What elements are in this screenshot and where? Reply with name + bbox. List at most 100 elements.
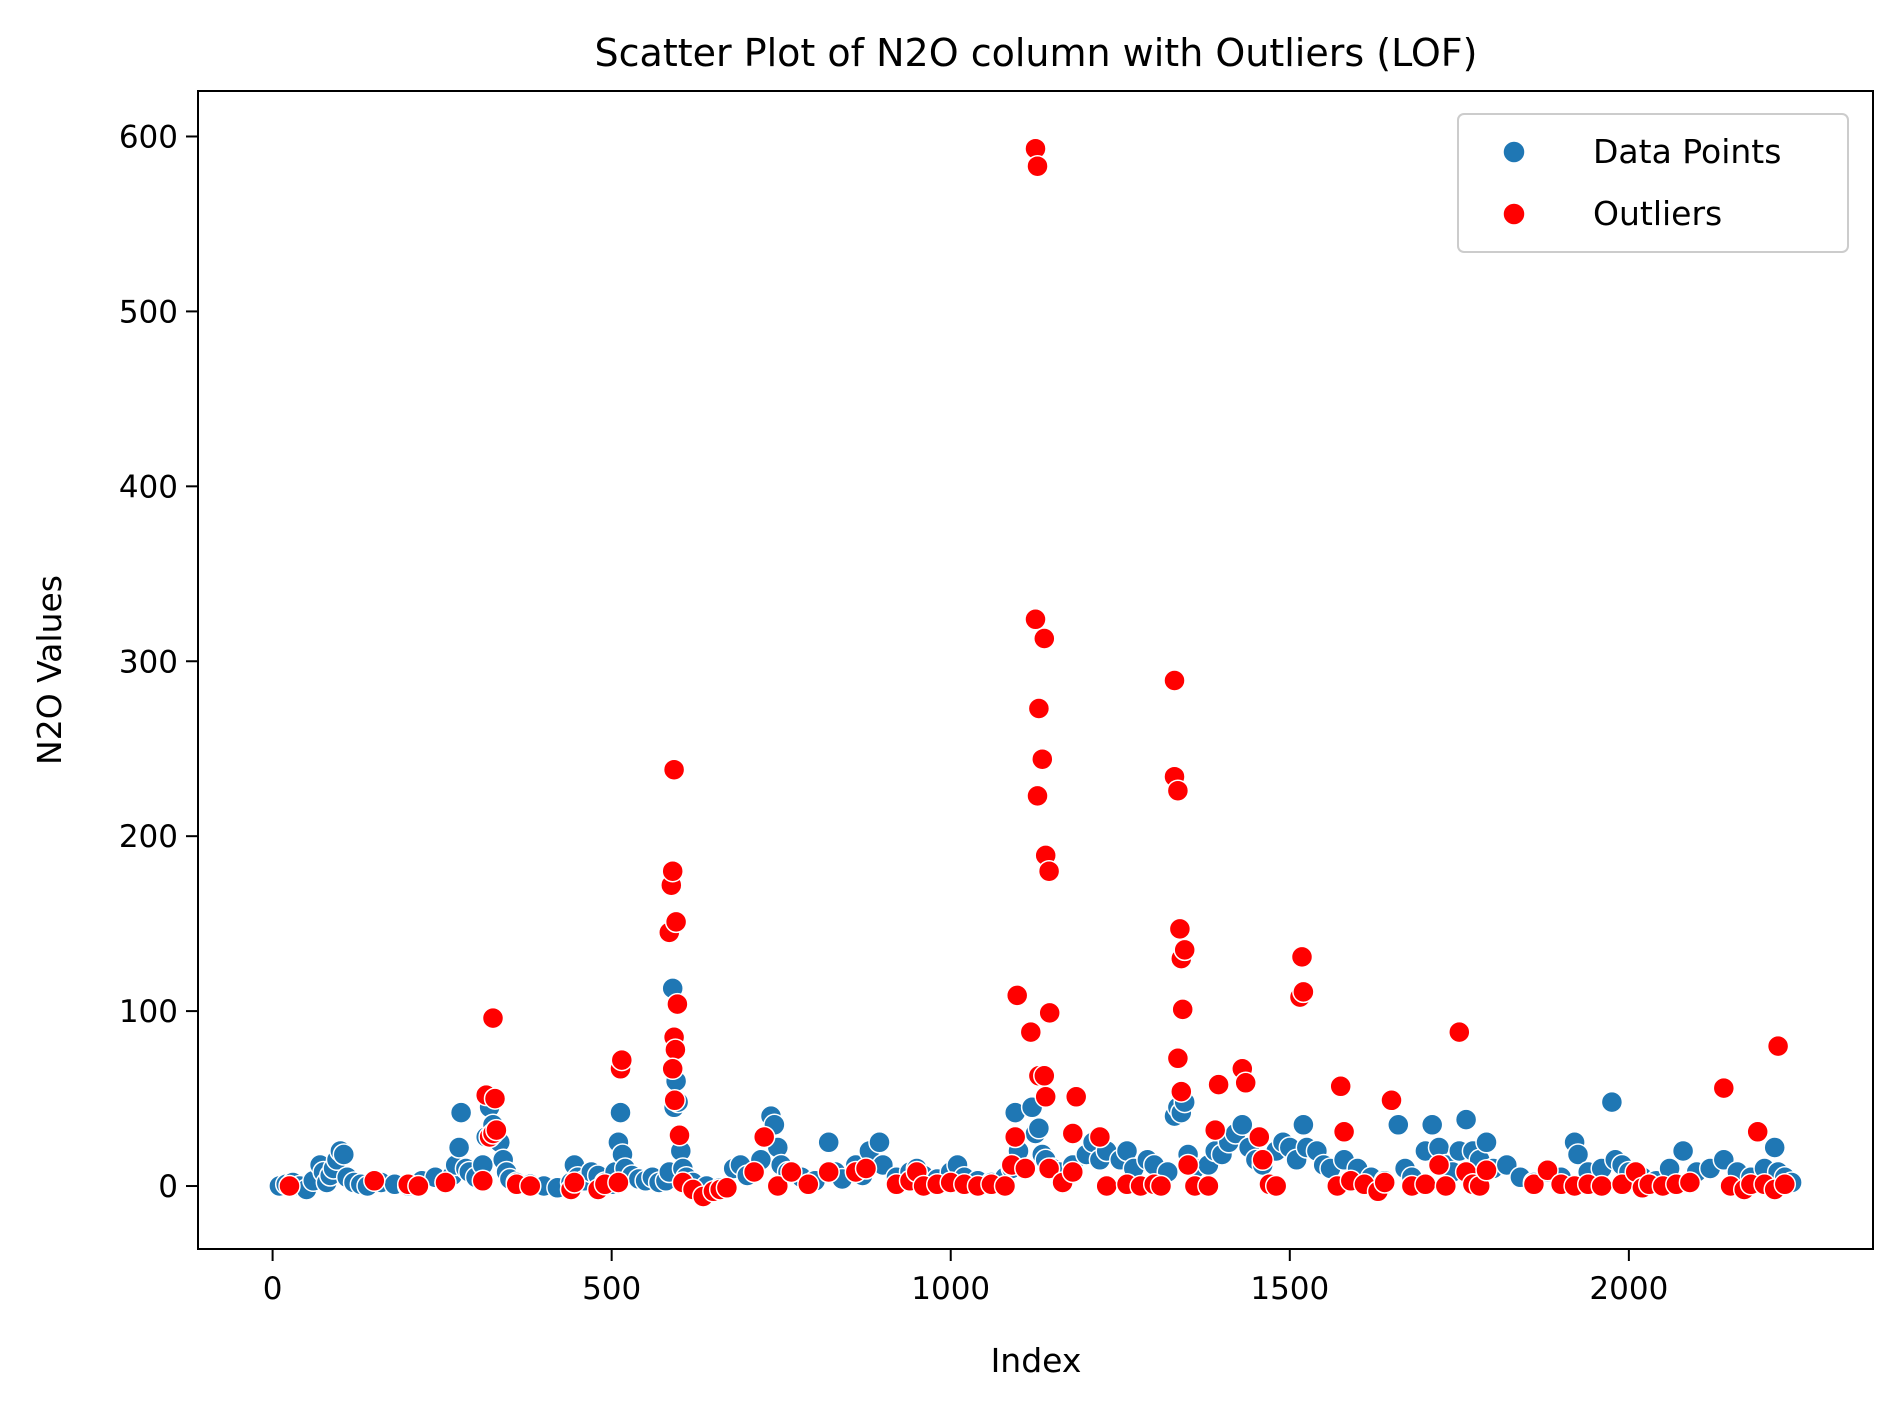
outliers-point xyxy=(1290,945,1314,969)
outliers-point xyxy=(1773,1173,1797,1196)
outliers-point xyxy=(1475,1159,1498,1182)
outliers-point xyxy=(1414,1173,1437,1196)
outliers-point xyxy=(666,992,689,1016)
outliers-point xyxy=(664,1038,687,1061)
outliers-point xyxy=(663,1089,686,1112)
x-tick-label: 0 xyxy=(263,1271,283,1307)
data-points-point xyxy=(1292,1113,1315,1137)
outliers-point xyxy=(1434,1174,1458,1198)
outliers-point xyxy=(1197,1174,1220,1198)
outliers-point xyxy=(607,1171,630,1194)
outliers-point xyxy=(485,1118,508,1142)
outliers-point xyxy=(1292,980,1315,1004)
outliers-point xyxy=(1031,747,1054,771)
data-points-point xyxy=(1671,1139,1695,1163)
outliers-point xyxy=(363,1169,386,1193)
data-points-point xyxy=(332,1143,356,1166)
x-tick-label: 1500 xyxy=(1250,1271,1329,1307)
outliers-point xyxy=(661,1057,684,1081)
outliers-point xyxy=(766,1174,790,1198)
x-axis-ticks: 0 500 1000 1500 2000 xyxy=(263,1249,1668,1307)
outliers-point xyxy=(1590,1174,1613,1198)
x-tick-label: 2000 xyxy=(1589,1271,1668,1307)
data-points-point xyxy=(447,1136,471,1159)
outliers-point xyxy=(1038,1001,1061,1025)
outliers-point xyxy=(1027,697,1051,720)
outliers-point xyxy=(1678,1171,1702,1194)
data-points-point xyxy=(1763,1136,1786,1159)
outliers-point xyxy=(1166,779,1190,802)
outliers-point xyxy=(1149,1174,1173,1198)
outliers-point xyxy=(854,1157,878,1180)
outliers-point xyxy=(1207,1073,1230,1096)
outliers-point xyxy=(1203,1118,1227,1142)
outliers-point xyxy=(519,1174,542,1198)
legend-marker-data-points xyxy=(1502,140,1526,164)
outliers-point xyxy=(1234,1071,1257,1095)
outliers-point xyxy=(1746,1120,1769,1144)
data-points-point xyxy=(1475,1131,1498,1154)
outliers-point xyxy=(752,1125,776,1149)
legend-label-outliers: Outliers xyxy=(1593,194,1722,233)
data-points-point xyxy=(817,1131,840,1154)
points-layer xyxy=(268,137,1803,1208)
x-tick-label: 1000 xyxy=(911,1271,990,1307)
legend: Data Points Outliers xyxy=(1457,113,1849,253)
outliers-point xyxy=(1005,984,1029,1007)
outliers-point xyxy=(1251,1148,1274,1172)
outliers-point xyxy=(742,1160,766,1184)
data-points-point xyxy=(868,1131,891,1154)
data-points-point xyxy=(1027,1117,1051,1140)
outliers-point xyxy=(715,1176,739,1200)
outliers-point xyxy=(661,859,684,883)
data-points-point xyxy=(1231,1113,1254,1137)
outliers-point xyxy=(797,1173,820,1196)
outliers-point xyxy=(1026,784,1049,808)
outliers-point xyxy=(483,1087,507,1110)
outliers-point xyxy=(481,1006,505,1030)
outliers-point xyxy=(1019,1020,1043,1044)
y-tick-label: 400 xyxy=(119,469,178,505)
outliers-point xyxy=(1248,1125,1271,1149)
outliers-point xyxy=(1332,1120,1356,1144)
legend-label-data-points: Data Points xyxy=(1593,132,1781,171)
x-tick-label: 500 xyxy=(582,1271,641,1307)
outliers-point xyxy=(993,1174,1017,1198)
y-axis-label: N2O Values xyxy=(30,575,69,765)
data-points-point xyxy=(1454,1108,1478,1131)
outliers-point xyxy=(434,1171,457,1194)
y-tick-label: 100 xyxy=(119,994,178,1030)
outliers-point xyxy=(1522,1173,1546,1196)
outliers-point xyxy=(1712,1076,1736,1100)
outliers-point xyxy=(780,1160,803,1184)
outliers-point xyxy=(1088,1125,1112,1149)
outliers-point xyxy=(1003,1125,1027,1149)
outliers-point xyxy=(1170,1080,1193,1103)
outliers-point xyxy=(1171,998,1194,1021)
outliers-point xyxy=(1766,1034,1790,1058)
y-tick-label: 300 xyxy=(119,644,178,680)
series-outliers xyxy=(278,137,1797,1208)
outliers-point xyxy=(278,1174,301,1198)
y-tick-label: 500 xyxy=(119,294,178,330)
data-points-point xyxy=(1420,1113,1444,1137)
data-points-point xyxy=(609,1101,632,1124)
outliers-point xyxy=(1033,1064,1056,1088)
outliers-point xyxy=(668,1124,691,1147)
outliers-point xyxy=(1034,1085,1057,1109)
data-points-point xyxy=(1600,1090,1624,1114)
legend-box xyxy=(1457,113,1849,253)
outliers-point xyxy=(1329,1075,1352,1098)
data-points-point xyxy=(449,1101,473,1124)
outliers-point xyxy=(1168,917,1192,941)
y-tick-label: 200 xyxy=(119,819,178,855)
outliers-point xyxy=(662,758,686,781)
outliers-point xyxy=(1037,1157,1061,1180)
x-axis-label: Index xyxy=(991,1341,1082,1380)
outliers-point xyxy=(1380,1089,1403,1112)
outliers-point xyxy=(1163,669,1186,692)
outliers-point xyxy=(471,1169,495,1193)
data-points-point xyxy=(1566,1143,1590,1166)
outliers-point xyxy=(610,1048,634,1072)
